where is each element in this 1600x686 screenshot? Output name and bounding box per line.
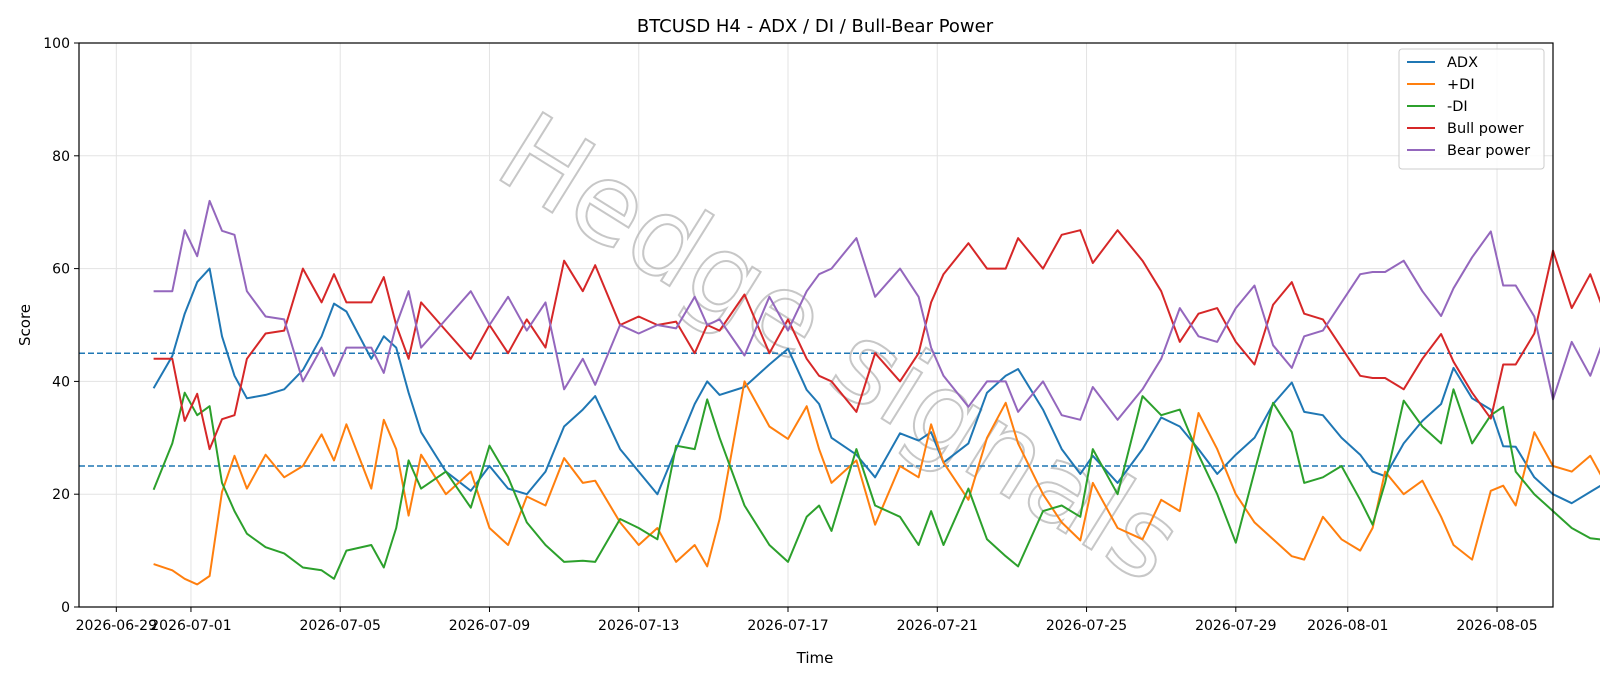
series-line-bull-power	[153, 229, 1600, 451]
chart-title: BTCUSD H4 - ADX / DI / Bull-Bear Power	[637, 16, 994, 37]
x-tick-label: 2026-06-29	[76, 618, 157, 634]
legend-label: ADX	[1447, 55, 1478, 71]
x-tick-label: 2026-07-21	[897, 618, 978, 634]
x-tick-label: 2026-07-25	[1046, 618, 1127, 634]
x-tick-label: 2026-08-05	[1456, 618, 1537, 634]
legend-box	[1398, 48, 1545, 170]
legend-label: Bear power	[1447, 143, 1530, 159]
legend: ADX +DI -DI Bull power Bear power	[1398, 48, 1545, 170]
y-tick-label: 100	[43, 36, 70, 52]
y-tick-label: 20	[52, 487, 70, 503]
x-tick-label: 2026-07-17	[747, 618, 828, 634]
x-tick-label: 2026-07-29	[1195, 618, 1276, 634]
legend-label: +DI	[1447, 77, 1475, 93]
x-tick-label: 2026-08-01	[1307, 618, 1388, 634]
y-tick-label: 60	[52, 262, 70, 278]
x-tick-label: 2026-07-05	[300, 618, 381, 634]
y-tick-label: 0	[61, 600, 70, 616]
x-axis-label: Time	[796, 649, 834, 667]
series-lines	[152, 199, 1600, 586]
x-tick-label: 2026-07-01	[150, 618, 231, 634]
legend-label: Bull power	[1447, 121, 1524, 137]
series-line--di	[152, 388, 1600, 580]
y-axis-ticks: 0 20 40 60 80 100	[43, 36, 79, 616]
plot-frame	[78, 42, 1554, 608]
series-line-adx	[152, 267, 1600, 505]
y-tick-label: 40	[52, 374, 70, 390]
x-tick-label: 2026-07-13	[598, 618, 679, 634]
x-tick-label: 2026-07-09	[449, 618, 530, 634]
legend-label: -DI	[1447, 99, 1468, 115]
y-tick-label: 80	[52, 149, 70, 165]
series-line-bear-power	[153, 199, 1600, 421]
y-axis-label: Score	[16, 304, 34, 346]
